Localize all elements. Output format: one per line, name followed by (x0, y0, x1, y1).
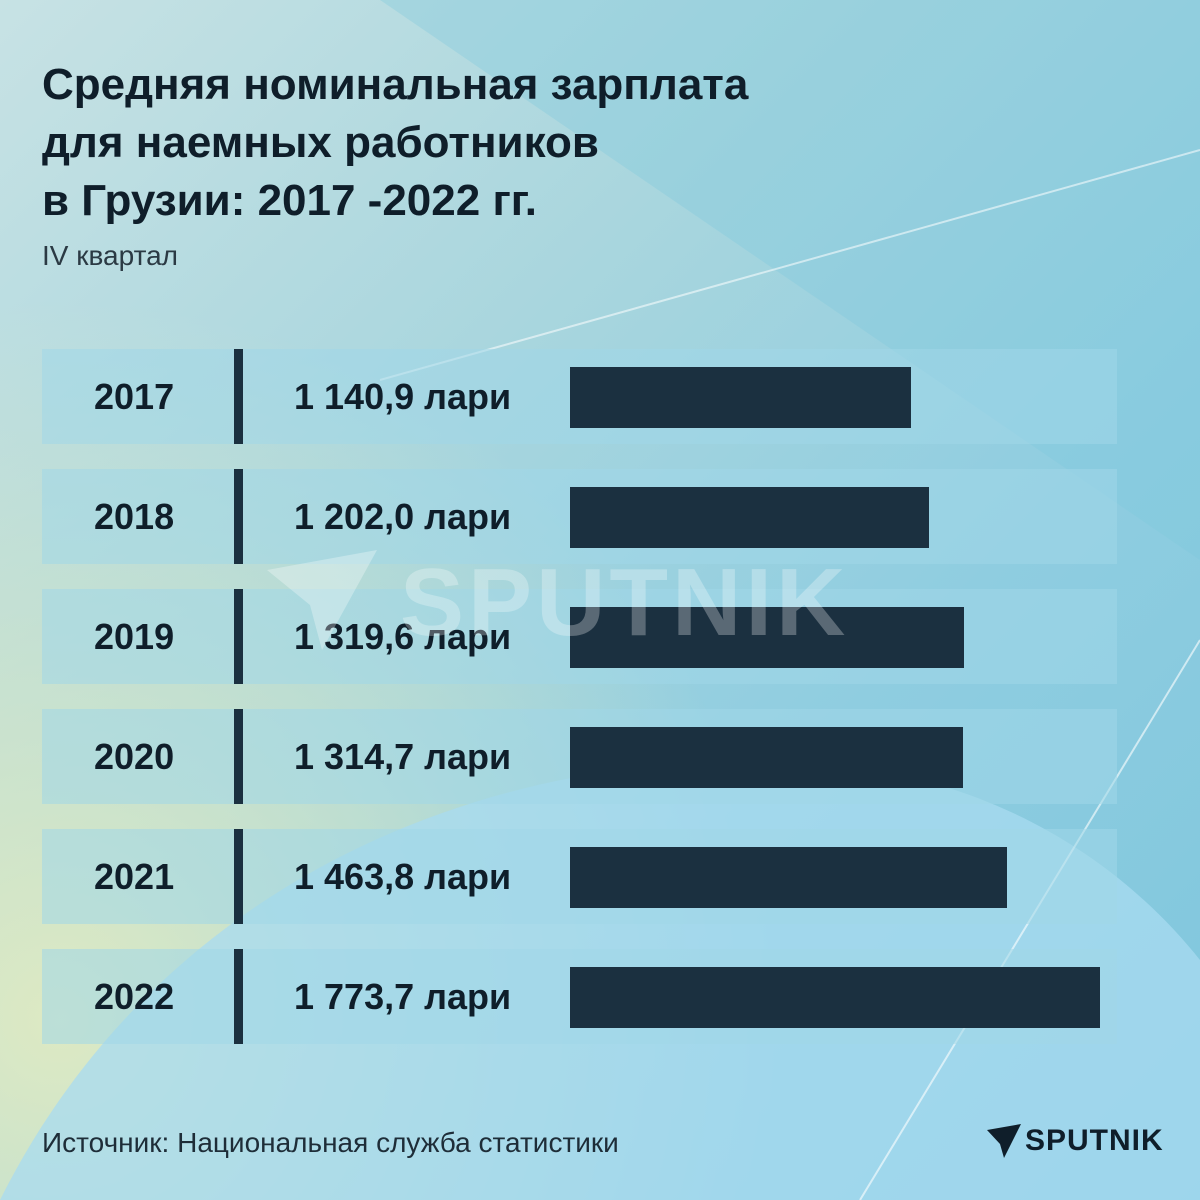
row-divider (234, 469, 243, 564)
category-label: 2020 (94, 736, 175, 777)
bar-2021 (570, 847, 1007, 908)
watermark-arrow-icon (267, 550, 377, 650)
value-label: 1 202,0 лари (294, 496, 512, 537)
bar-2018 (570, 487, 929, 548)
category-label: 2022 (94, 976, 175, 1017)
value-label: 1 314,7 лари (294, 736, 512, 777)
bar-2022 (570, 967, 1100, 1028)
bar-row-2021: 2021 1 463,8 лари (42, 829, 1117, 924)
chart-title: Средняя номинальная зарплата для наемных… (42, 56, 1042, 230)
chart-title-line-3: в Грузии: 2017 -2022 гг. (42, 176, 537, 225)
bar-2020 (570, 727, 963, 788)
chart-title-line-1: Средняя номинальная зарплата (42, 60, 749, 109)
row-divider (234, 589, 243, 684)
bar-2019 (570, 607, 964, 668)
bar-2017 (570, 367, 911, 428)
category-label: 2019 (94, 616, 175, 657)
bar-row-2018: 2018 1 202,0 лари (42, 469, 1117, 564)
watermark-text: SPUTNIK (400, 549, 850, 656)
sputnik-arrow-icon (987, 1124, 1021, 1158)
bar-row-2019: 2019 1 319,6 лари (42, 589, 1117, 684)
value-label: 1 140,9 лари (294, 376, 512, 417)
bar-row-2017: 2017 1 140,9 лари (42, 349, 1117, 444)
value-label: 1 463,8 лари (294, 856, 512, 897)
row-divider (234, 949, 243, 1044)
category-label: 2017 (94, 376, 175, 417)
source-note: Источник: Национальная служба статистики (42, 1127, 619, 1158)
bar-row-2022: 2022 1 773,7 лари (42, 949, 1117, 1044)
value-label: 1 319,6 лари (294, 616, 512, 657)
chart-subtitle: IV квартал (42, 240, 178, 271)
category-label: 2018 (94, 496, 175, 537)
bar-row-2020: 2020 1 314,7 лари (42, 709, 1117, 804)
value-label: 1 773,7 лари (294, 976, 512, 1017)
row-divider (234, 709, 243, 804)
logo-text: SPUTNIK (1025, 1124, 1164, 1157)
row-divider (234, 829, 243, 924)
category-label: 2021 (94, 856, 175, 897)
chart-title-line-2: для наемных работников (42, 118, 599, 167)
row-divider (234, 349, 243, 444)
